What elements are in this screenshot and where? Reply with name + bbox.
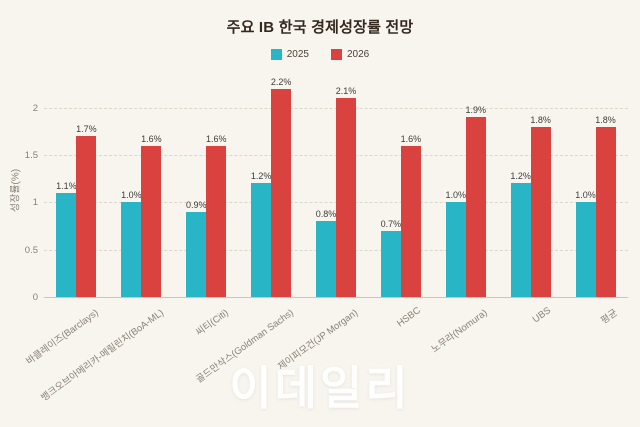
bar-2026	[336, 98, 356, 297]
x-tick-label: 평균	[599, 307, 620, 327]
bar-2025	[510, 183, 531, 297]
bar-value-label: 1.9%	[465, 105, 487, 116]
bar-value-label: 0.7%	[380, 218, 402, 229]
legend-item-2025: 2025	[270, 49, 309, 60]
bar-2025	[251, 183, 272, 297]
bar-2026	[271, 88, 292, 297]
gridline	[44, 297, 628, 298]
x-tick-label: 노무라(Nomura)	[429, 307, 491, 356]
bar-value-label: 1.0%	[445, 190, 467, 201]
bar-2026	[76, 136, 97, 297]
bar-2026	[400, 145, 421, 297]
legend-label: 2025	[286, 49, 309, 60]
bar-2026	[530, 126, 551, 297]
bar-2025	[186, 211, 207, 297]
legend-label: 2026	[347, 49, 370, 60]
bar-value-label: 0.8%	[315, 209, 337, 220]
chart-title: 주요 IB 한국 경제성장률 전망	[226, 19, 414, 36]
y-tick-label: 1	[32, 197, 38, 209]
bar-value-label: 1.6%	[400, 133, 422, 144]
bar-2025	[316, 221, 336, 297]
bar-2026	[465, 117, 486, 297]
bar-2026	[595, 126, 616, 297]
y-tick-label: 0.5	[24, 244, 38, 256]
bar-2026	[141, 145, 162, 297]
legend-swatch	[270, 49, 282, 60]
y-tick-label: 2	[32, 102, 38, 114]
bar-2026	[206, 145, 227, 297]
x-tick-label: 뱅크오브아메리카-메릴린치(BoA-ML)	[38, 307, 166, 404]
bar-2025	[445, 202, 466, 297]
x-tick-label: HSBC	[395, 305, 424, 330]
bar-value-label: 1.8%	[595, 114, 616, 125]
bar-value-label: 0.9%	[185, 199, 207, 210]
bar-value-label: 1.7%	[76, 124, 97, 135]
y-tick-label: 0	[32, 292, 38, 303]
legend: 2025 2026	[0, 49, 640, 60]
bar-2025	[56, 192, 77, 297]
bar-value-label: 2.1%	[335, 86, 357, 97]
bar-value-label: 1.0%	[121, 190, 142, 201]
legend-item-2026: 2026	[331, 49, 369, 60]
y-tick-label: 1.5	[24, 150, 38, 162]
bar-value-label: 1.6%	[205, 133, 227, 144]
x-tick-label: UBS	[530, 305, 554, 326]
bar-value-label: 1.2%	[250, 171, 272, 182]
bar-value-label: 1.8%	[530, 114, 551, 125]
bar-value-label: 1.6%	[141, 133, 162, 144]
x-tick-label: 씨티(Citi)	[193, 307, 231, 339]
bar-2025	[380, 230, 401, 297]
bar-2025	[121, 202, 142, 297]
bar-value-label: 2.2%	[270, 76, 292, 87]
legend-swatch	[331, 49, 342, 60]
bar-2025	[575, 202, 596, 297]
bar-value-label: 1.0%	[575, 190, 596, 201]
plot-area: 0 0.5 1 1.5 2 1.1% 1.7% 바클레이즈(Barclays) 1.0% 1.6%…	[24, 77, 628, 404]
bar-value-label: 1.2%	[510, 171, 531, 182]
bar-value-label: 1.1%	[56, 180, 77, 191]
